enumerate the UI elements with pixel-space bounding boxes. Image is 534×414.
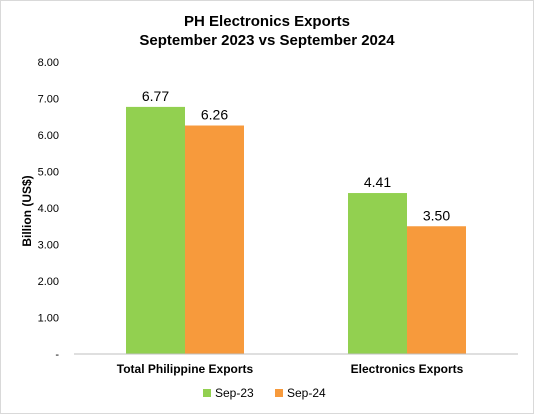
y-tick-label: 7.00: [38, 94, 59, 106]
bar-sep-24-0: [185, 125, 244, 354]
y-tick-label: 4.00: [38, 203, 59, 215]
y-tick-label: -: [55, 349, 59, 361]
data-label: 6.77: [142, 88, 169, 104]
data-label: 3.50: [423, 207, 450, 223]
y-tick-label: 2.00: [38, 276, 59, 288]
bars: [126, 106, 466, 355]
category-label: Total Philippine Exports: [117, 362, 254, 376]
y-tick-label: 6.00: [38, 130, 59, 142]
data-label: 4.41: [364, 174, 391, 190]
legend-label: Sep-23: [215, 386, 254, 400]
category-labels: Total Philippine Exports Electronics Expo…: [117, 362, 464, 376]
y-tick-label: 5.00: [38, 167, 59, 179]
legend-swatch-sep-23: [203, 389, 211, 397]
bar-sep-23-1: [348, 193, 407, 354]
chart-title-line-2: September 2023 vs September 2024: [139, 32, 395, 49]
bar-sep-24-1: [407, 226, 466, 354]
bar-sep-23-0: [126, 106, 185, 355]
chart-title-line-1: PH Electronics Exports: [184, 13, 350, 30]
y-tick-label: 1.00: [38, 313, 59, 325]
data-labels: 6.77 6.26 4.41 3.50: [142, 88, 450, 223]
y-tick-label: 3.00: [38, 240, 59, 252]
legend: Sep-23 Sep-24: [203, 386, 326, 400]
category-label: Electronics Exports: [351, 362, 464, 376]
data-label: 6.26: [201, 107, 228, 123]
legend-label: Sep-24: [287, 386, 326, 400]
y-axis-label: Billion (US$): [20, 175, 34, 246]
legend-swatch-sep-24: [275, 389, 283, 397]
y-tick-label: 8.00: [38, 57, 59, 69]
y-axis-ticks: - 1.00 2.00 3.00 4.00 5.00 6.00 7.00 8.00: [38, 57, 60, 361]
